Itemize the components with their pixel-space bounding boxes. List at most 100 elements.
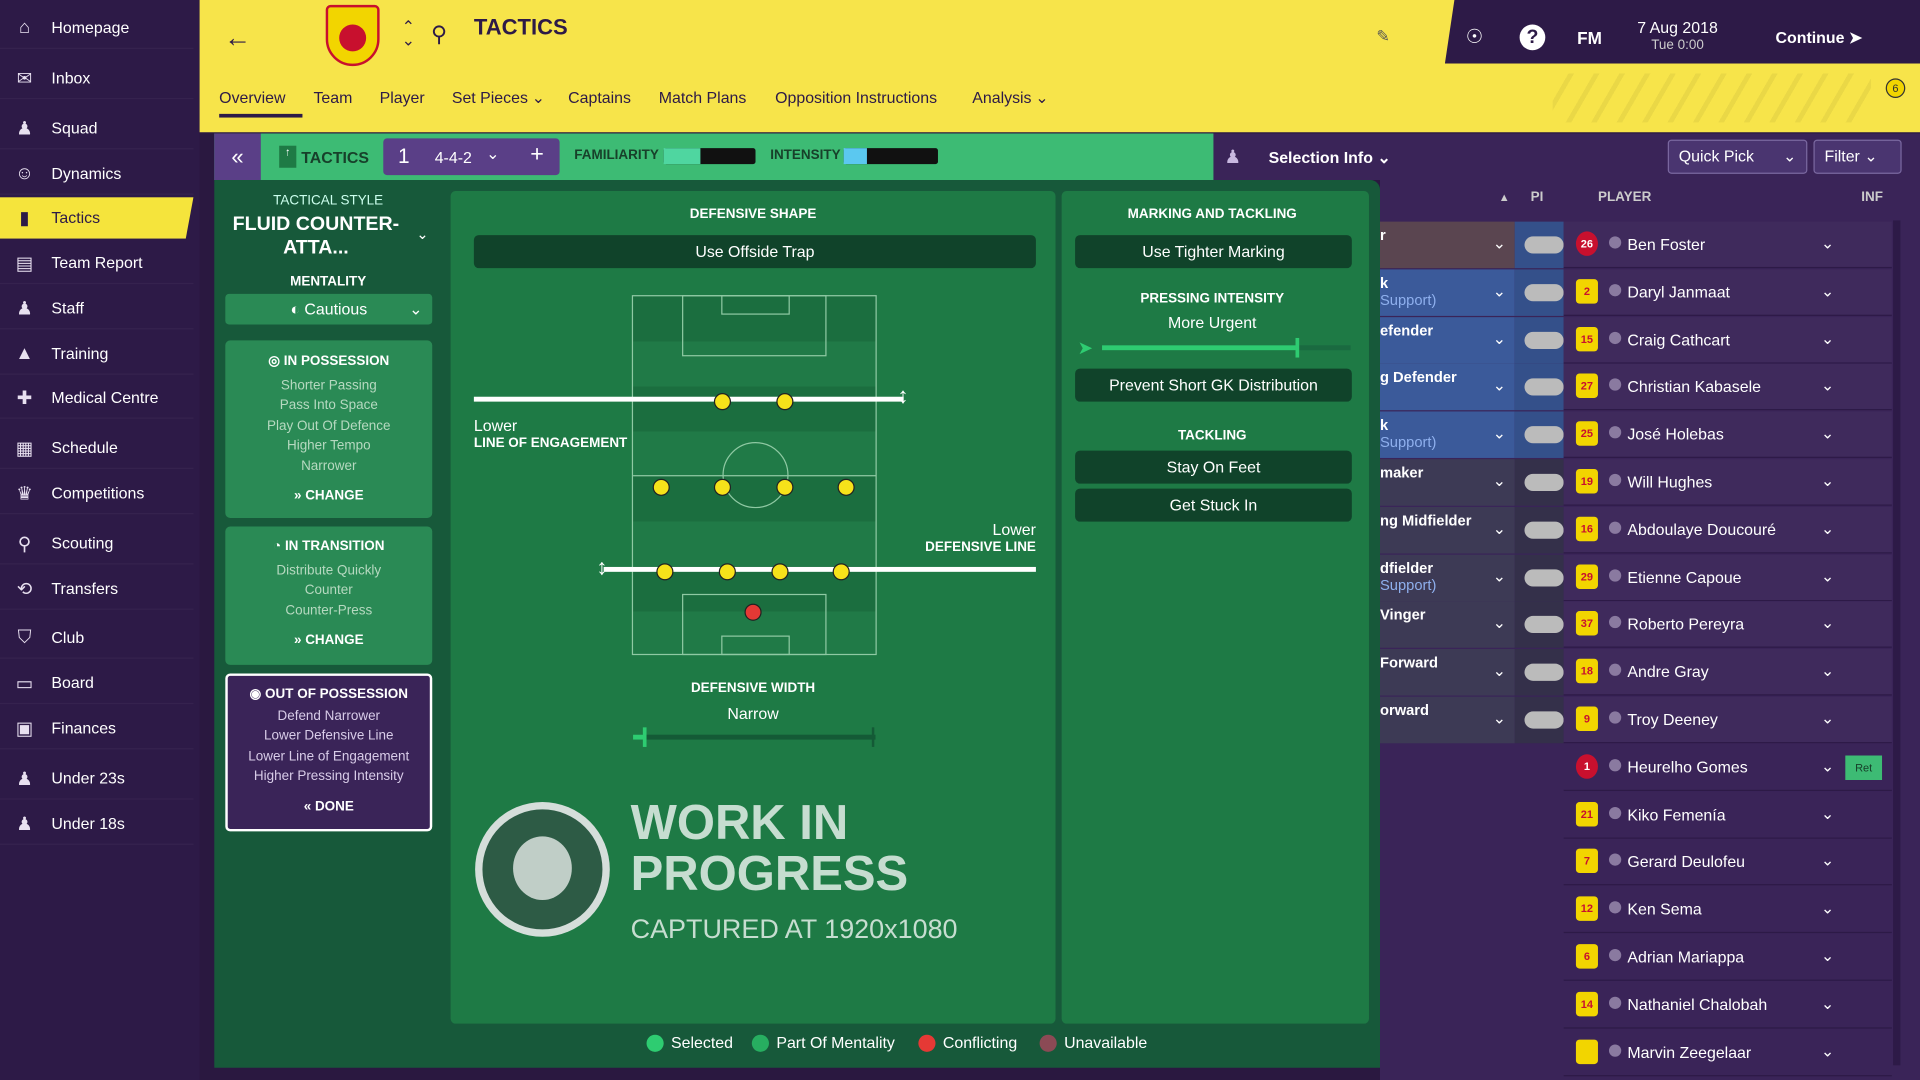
player-name[interactable]: Marvin Zeegelaar: [1627, 1042, 1752, 1062]
sidebar-item-club[interactable]: ⛉ Club: [0, 617, 194, 659]
chevron-down-icon[interactable]: ⌄: [1820, 376, 1835, 395]
player-instructions-icon[interactable]: [1524, 711, 1564, 729]
table-row[interactable]: maker ⌄ 19 Will Hughes ⌄: [1380, 459, 1892, 506]
get-stuck-in-button[interactable]: Get Stuck In: [1075, 488, 1352, 522]
info-icon[interactable]: [1608, 806, 1622, 819]
player-name[interactable]: Will Hughes: [1627, 472, 1713, 492]
globe-icon[interactable]: ☉: [1465, 26, 1484, 48]
sidebar-item-staff[interactable]: ♟ Staff: [0, 288, 194, 330]
tighter-marking-button[interactable]: Use Tighter Marking: [1075, 235, 1352, 269]
tactic-slot[interactable]: 1: [397, 144, 410, 168]
player-instructions-icon[interactable]: [1524, 378, 1564, 396]
info-icon[interactable]: [1608, 711, 1622, 724]
back-icon[interactable]: ←: [224, 22, 252, 53]
tab-captains[interactable]: Captains: [568, 88, 631, 106]
sidebar-item-under-23s[interactable]: ♟ Under 23s: [0, 758, 194, 800]
info-icon[interactable]: [1608, 426, 1622, 439]
col-inf[interactable]: INF: [1861, 189, 1883, 205]
player-instructions-icon[interactable]: [1524, 283, 1564, 301]
player-instructions-icon[interactable]: [1524, 473, 1564, 492]
info-icon[interactable]: [1608, 663, 1622, 677]
info-icon[interactable]: [1608, 758, 1622, 772]
role-cell[interactable]: ng Midfielder: [1380, 506, 1515, 554]
search-icon[interactable]: ⚲: [431, 22, 448, 47]
info-icon[interactable]: [1608, 901, 1622, 914]
chevron-down-icon[interactable]: ⌄: [1820, 661, 1835, 680]
table-row[interactable]: 12 Ken Sema ⌄: [1380, 886, 1892, 934]
role-cell[interactable]: k Support): [1380, 411, 1515, 459]
chevron-down-icon[interactable]: ⌄: [1492, 566, 1507, 585]
change-button[interactable]: » CHANGE: [293, 488, 364, 504]
info-icon[interactable]: [1608, 996, 1622, 1009]
player-position-dot[interactable]: [713, 478, 732, 496]
player-name[interactable]: Craig Cathcart: [1627, 330, 1730, 349]
player-position-dot[interactable]: [837, 478, 855, 496]
tab-team[interactable]: Team: [313, 88, 352, 106]
sidebar-item-scouting[interactable]: ⚲ Scouting: [0, 523, 194, 565]
continue-button[interactable]: Continue ➤: [1776, 28, 1863, 48]
change-button[interactable]: » CHANGE: [293, 633, 364, 649]
stay-on-feet-button[interactable]: Stay On Feet: [1075, 450, 1352, 484]
tactical-style-value[interactable]: FLUID COUNTER-ATTA...: [232, 214, 400, 259]
tab-match-plans[interactable]: Match Plans: [659, 88, 747, 106]
info-icon[interactable]: [1608, 521, 1622, 534]
line-of-engagement-slider[interactable]: [473, 396, 904, 402]
chevron-down-icon[interactable]: ⌄: [1820, 756, 1835, 775]
notification-badge[interactable]: 6: [1885, 78, 1906, 98]
player-instructions-icon[interactable]: [1524, 426, 1564, 444]
player-name[interactable]: Abdoulaye Doucouré: [1627, 520, 1777, 539]
use-offside-trap-button[interactable]: Use Offside Trap: [473, 235, 1036, 269]
sidebar-item-medical-centre[interactable]: ✚ Medical Centre: [0, 377, 194, 419]
sidebar-item-board[interactable]: ▭ Board: [0, 662, 194, 705]
chevron-down-icon[interactable]: ⌄: [1820, 471, 1835, 490]
role-cell[interactable]: orward: [1380, 696, 1515, 744]
sort-asc-icon[interactable]: ▲: [1498, 191, 1510, 204]
sidebar-item-squad[interactable]: ♟ Squad: [0, 108, 194, 150]
chevron-down-icon[interactable]: ⌄: [1492, 518, 1507, 538]
role-cell[interactable]: r: [1380, 221, 1515, 269]
scrollbar[interactable]: [1893, 220, 1901, 1066]
table-row[interactable]: Vinger ⌄ 37 Roberto Pereyra ⌄: [1380, 601, 1892, 649]
table-row[interactable]: 14 Nathaniel Chalobah ⌄: [1380, 981, 1892, 1029]
table-row[interactable]: efender ⌄ 15 Craig Cathcart ⌄: [1380, 316, 1892, 364]
player-name[interactable]: Daryl Janmaat: [1627, 282, 1730, 301]
table-row[interactable]: dfielder Support) ⌄ 29 Etienne Capoue ⌄: [1380, 554, 1892, 601]
table-row[interactable]: k Support) ⌄ 25 José Holebas ⌄: [1380, 411, 1892, 459]
pressing-intensity-slider[interactable]: [1102, 337, 1351, 358]
role-cell[interactable]: Vinger: [1380, 601, 1515, 649]
table-row[interactable]: k Support) ⌄ 2 Daryl Janmaat ⌄: [1380, 269, 1892, 316]
info-icon[interactable]: [1608, 1043, 1622, 1057]
info-icon[interactable]: [1608, 616, 1622, 629]
role-cell[interactable]: dfielder Support): [1380, 554, 1515, 601]
table-row[interactable]: g Defender ⌄ 27 Christian Kabasele ⌄: [1380, 364, 1892, 411]
player-name[interactable]: José Holebas: [1627, 425, 1724, 444]
prevent-short-gk-button[interactable]: Prevent Short GK Distribution: [1075, 368, 1352, 402]
player-name[interactable]: Troy Deeney: [1627, 710, 1718, 729]
table-row[interactable]: ng Midfielder ⌄ 16 Abdoulaye Doucouré ⌄: [1380, 506, 1892, 554]
player-name[interactable]: Roberto Pereyra: [1627, 615, 1745, 634]
chevron-down-icon[interactable]: ⌄: [1820, 566, 1835, 585]
player-name[interactable]: Ben Foster: [1627, 235, 1706, 254]
chevron-down-icon[interactable]: ⌄: [1492, 376, 1507, 395]
chevron-down-icon[interactable]: ⌄: [1820, 613, 1835, 633]
chevron-down-icon[interactable]: ⌄: [1492, 613, 1507, 633]
player-name[interactable]: Heurelho Gomes: [1627, 757, 1748, 777]
player-position-dot[interactable]: [832, 563, 850, 581]
info-icon[interactable]: [1608, 283, 1622, 297]
player-name[interactable]: Gerard Deulofeu: [1627, 852, 1746, 872]
chevron-down-icon[interactable]: ⌄: [1820, 899, 1835, 918]
sidebar-item-under-18s[interactable]: ♟ Under 18s: [0, 803, 194, 845]
formation-dropdown[interactable]: 4-4-2: [434, 148, 472, 167]
sidebar-item-dynamics[interactable]: ☺ Dynamics: [0, 153, 194, 195]
chevron-down-icon[interactable]: ⌄: [1492, 281, 1507, 300]
tab-overview[interactable]: Overview: [219, 88, 285, 106]
tab-player[interactable]: Player: [380, 88, 425, 106]
player-position-dot[interactable]: [771, 563, 789, 581]
chevron-down-icon[interactable]: ⌄: [416, 225, 429, 243]
chevron-down-icon[interactable]: ⌄: [1820, 328, 1835, 348]
chevron-down-icon[interactable]: ⌄: [1820, 708, 1835, 728]
player-name[interactable]: Kiko Femenía: [1627, 805, 1726, 824]
player-position-dot[interactable]: [776, 478, 794, 496]
table-row[interactable]: 21 Kiko Femenía ⌄: [1380, 791, 1892, 839]
chevron-down-icon[interactable]: ⌄: [1820, 1041, 1835, 1060]
